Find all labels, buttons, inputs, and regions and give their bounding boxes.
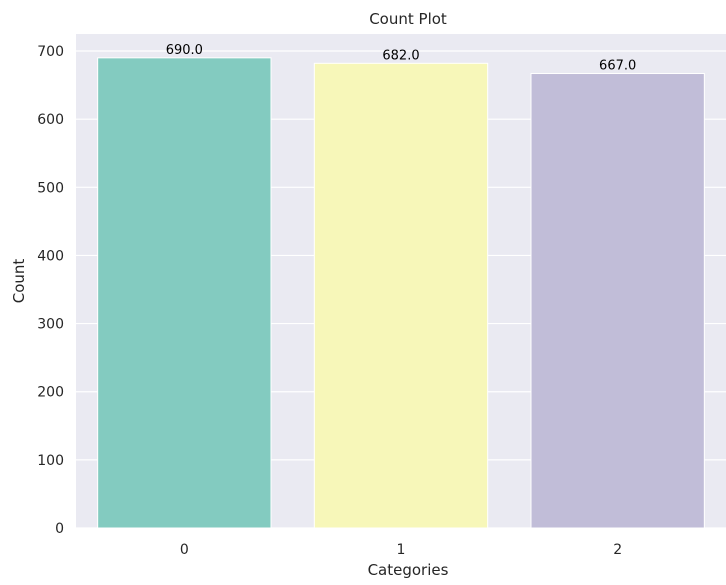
y-tick-label: 300 — [37, 317, 64, 333]
bars — [97, 57, 705, 529]
y-tick-label: 500 — [37, 180, 64, 196]
y-tick-label: 200 — [37, 385, 64, 401]
y-tick-label: 100 — [37, 453, 64, 469]
x-tick-label: 0 — [180, 542, 189, 558]
x-tick-label: 1 — [397, 542, 406, 558]
y-tick-label: 0 — [55, 521, 64, 537]
value-label-1: 682.0 — [382, 48, 419, 63]
y-tick-labels: 0 100 200 300 400 500 600 700 — [37, 44, 64, 537]
x-tick-labels: 0 1 2 — [180, 542, 622, 558]
bar-1 — [313, 62, 489, 529]
y-tick-label: 400 — [37, 248, 64, 264]
chart-title: Count Plot — [369, 10, 447, 28]
y-tick-label: 600 — [37, 112, 64, 128]
x-axis-label: Categories — [368, 561, 449, 579]
y-axis-label: Count — [10, 259, 28, 304]
bar-2 — [530, 73, 705, 529]
x-tick-label: 2 — [613, 542, 622, 558]
y-tick-label: 700 — [37, 44, 64, 60]
bar-0 — [97, 57, 272, 529]
value-label-2: 667.0 — [599, 59, 636, 74]
value-labels: 690.0 682.0 667.0 — [166, 43, 637, 74]
value-label-0: 690.0 — [166, 43, 203, 58]
